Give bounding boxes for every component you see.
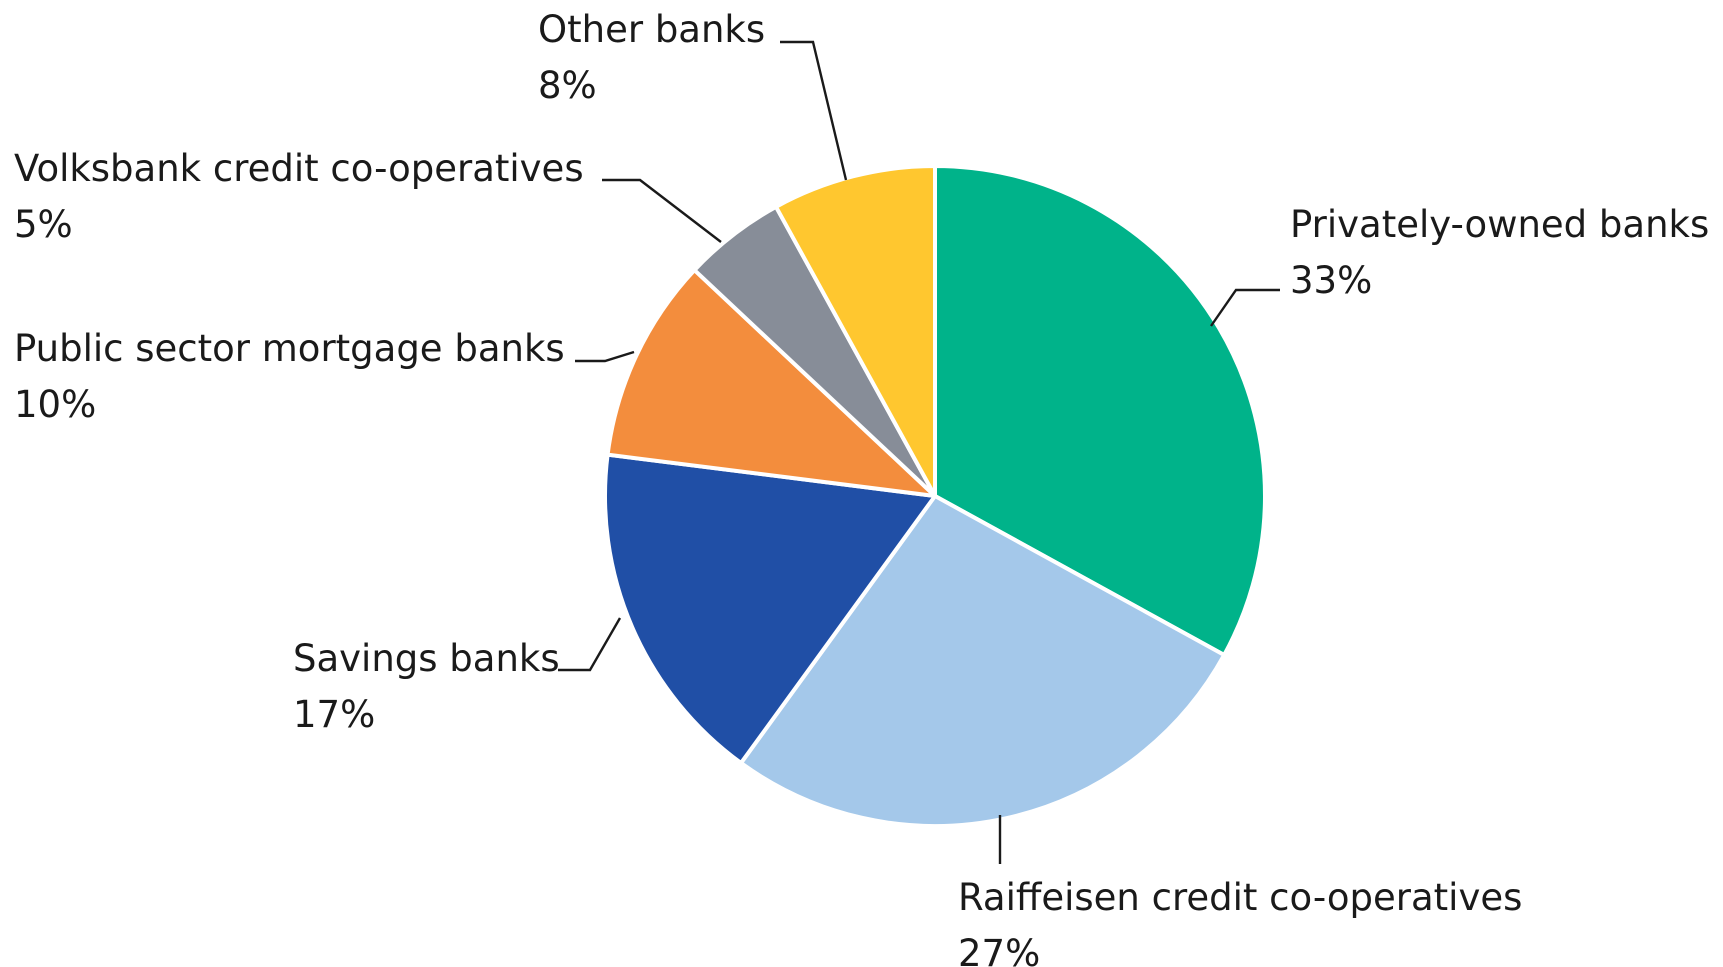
slice-value-public-sector-mortgage-banks: 10% bbox=[14, 383, 96, 426]
slice-label-public-sector-mortgage-banks: Public sector mortgage banks bbox=[14, 327, 565, 370]
label-public-sector-mortgage-banks: Public sector mortgage banks 10% bbox=[14, 327, 565, 426]
slice-value-privately-owned-banks: 33% bbox=[1290, 259, 1372, 302]
slice-value-raiffeisen-credit-co-operatives: 27% bbox=[958, 932, 1040, 967]
slice-label-privately-owned-banks: Privately-owned banks bbox=[1290, 203, 1709, 246]
pie-slice-other-banks bbox=[774, 164, 937, 498]
pie-slice-savings-banks bbox=[603, 452, 937, 765]
slice-label-other-banks: Other banks bbox=[538, 8, 765, 51]
slice-label-raiffeisen-credit-co-operatives: Raiffeisen credit co-operatives bbox=[958, 876, 1522, 919]
pie-slice-privately-owned-banks bbox=[933, 164, 1267, 657]
slice-value-volksbank-credit-co-operatives: 5% bbox=[14, 203, 73, 246]
leader-line-privately-owned-banks bbox=[1210, 288, 1280, 327]
leader-line-savings-banks bbox=[558, 617, 622, 672]
slice-label-volksbank-credit-co-operatives: Volksbank credit co-operatives bbox=[14, 147, 584, 190]
slice-value-other-banks: 8% bbox=[538, 64, 597, 107]
leader-line-public-sector-mortgage-banks bbox=[575, 350, 635, 363]
label-raiffeisen-credit-co-operatives: Raiffeisen credit co-operatives 27% bbox=[958, 876, 1522, 967]
leader-line-other-banks bbox=[780, 40, 848, 181]
leader-lines bbox=[558, 40, 1280, 864]
pie-slices bbox=[603, 164, 1267, 828]
label-savings-banks: Savings banks 17% bbox=[293, 637, 560, 736]
label-privately-owned-banks: Privately-owned banks 33% bbox=[1290, 203, 1709, 302]
leader-line-volksbank-credit-co-operatives bbox=[602, 178, 722, 243]
label-other-banks: Other banks 8% bbox=[538, 8, 765, 107]
pie-slice-raiffeisen-credit-co-operatives bbox=[739, 494, 1227, 828]
slice-value-savings-banks: 17% bbox=[293, 693, 375, 736]
pie-slice-public-sector-mortgage-banks bbox=[605, 268, 937, 498]
label-volksbank-credit-co-operatives: Volksbank credit co-operatives 5% bbox=[14, 147, 584, 246]
slice-label-savings-banks: Savings banks bbox=[293, 637, 560, 680]
